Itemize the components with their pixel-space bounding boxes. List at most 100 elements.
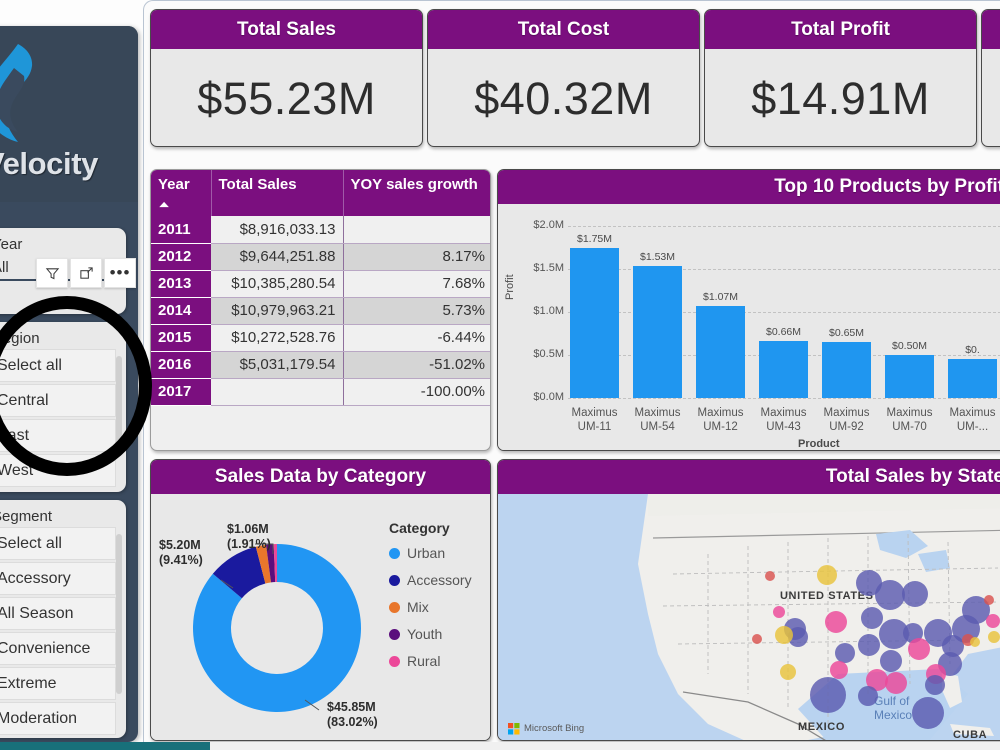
- visual-top-products-by-profit[interactable]: Top 10 Products by Profit Profit $0.0M $0…: [497, 169, 1000, 451]
- map-data-bubble[interactable]: [752, 634, 762, 644]
- map-data-bubble[interactable]: [866, 669, 888, 691]
- table-body[interactable]: 2011 $8,916,033.13 2012 $9,644,251.88 8.17% 2…: [151, 216, 490, 406]
- legend-item-accessory[interactable]: Accessory: [389, 572, 472, 588]
- map-data-bubble[interactable]: [988, 631, 1000, 643]
- table-col-header-total-sales[interactable]: Total Sales: [211, 170, 344, 216]
- region-item-central[interactable]: Central: [0, 384, 116, 417]
- visual-sales-data-by-category[interactable]: Sales Data by Category Category Urban Acc…: [150, 459, 491, 741]
- table-cell-total-sales: $10,385,280.54: [211, 270, 344, 298]
- map-plot-area[interactable]: UNITED STATES MEXICO CUBA Gulf of Mexico …: [498, 494, 1000, 740]
- map-data-bubble[interactable]: [925, 675, 945, 695]
- map-data-bubble[interactable]: [773, 606, 785, 618]
- segment-item-convenience[interactable]: Convenience: [0, 632, 116, 665]
- slicer-segment-list[interactable]: Select all Accessory All Season Convenience…: [0, 527, 126, 735]
- donut-slice-urban[interactable]: [193, 544, 361, 712]
- region-item-east[interactable]: East: [0, 419, 116, 452]
- bar[interactable]: [822, 342, 871, 398]
- map-data-bubble[interactable]: [858, 686, 878, 706]
- map-data-bubble[interactable]: [861, 607, 883, 629]
- kpi-title: Total Cost: [428, 10, 699, 49]
- visual-hover-toolbar[interactable]: •••: [36, 258, 136, 288]
- table-col-header-year[interactable]: Year: [151, 170, 212, 216]
- legend-item-youth[interactable]: Youth: [389, 626, 472, 642]
- slicer-region[interactable]: Region Select all Central East West: [0, 322, 126, 492]
- more-options-icon[interactable]: •••: [104, 258, 136, 288]
- donut-slice-rural[interactable]: [273, 544, 277, 583]
- table-col-header-yoy-sales-growth[interactable]: YOY sales growth: [343, 170, 490, 216]
- legend-color-swatch: [389, 655, 400, 667]
- left-navigation-panel: Velocity Year All Region Select allCentr…: [0, 26, 138, 742]
- donut-chart[interactable]: [177, 530, 377, 726]
- x-axis-tick-label: Maximus UM-92: [823, 407, 870, 433]
- table-cell-yoy-growth: -100.00%: [343, 378, 490, 406]
- table-row[interactable]: 2013 $10,385,280.54 7.68%: [151, 270, 490, 298]
- table-cell-total-sales: $9,644,251.88: [211, 243, 344, 271]
- table-row[interactable]: 2011 $8,916,033.13: [151, 216, 490, 244]
- bar[interactable]: [759, 341, 808, 398]
- donut-callout-accessory: $5.20M (9.41%): [159, 538, 203, 567]
- bar[interactable]: [696, 305, 745, 398]
- kpi-card-total-sales[interactable]: Total Sales $55.23M: [150, 9, 423, 147]
- slicer-region-list[interactable]: Select all Central East West: [0, 349, 126, 487]
- map-data-bubble[interactable]: [902, 581, 928, 607]
- table-row[interactable]: 2015 $10,272,528.76 -6.44%: [151, 324, 490, 352]
- map-data-bubble[interactable]: [885, 672, 907, 694]
- map-data-bubble[interactable]: [912, 697, 944, 729]
- legend-item-urban[interactable]: Urban: [389, 545, 472, 561]
- map-data-bubble[interactable]: [880, 650, 902, 672]
- segment-item-moderation[interactable]: Moderation: [0, 702, 116, 735]
- slicer-segment-scrollbar[interactable]: [116, 534, 122, 694]
- table-cell-total-sales: $8,916,033.13: [211, 216, 344, 244]
- map-data-bubble[interactable]: [817, 565, 837, 585]
- map-data-bubble[interactable]: [835, 643, 855, 663]
- donut-chart-plot-area[interactable]: Category Urban Accessory Mix Youth Rural $1.…: [151, 494, 490, 740]
- donut-slice-accessory[interactable]: [212, 546, 266, 599]
- map-data-bubble[interactable]: [970, 637, 980, 647]
- table-cell-yoy-growth: 5.73%: [343, 297, 490, 325]
- visual-sales-by-year-table[interactable]: Year Total Sales YOY sales growth 2011 $8,9…: [150, 169, 491, 451]
- slicer-segment[interactable]: Segment Select all Accessory All Season Con…: [0, 500, 126, 738]
- kpi-card-offscreen[interactable]: [981, 9, 1000, 147]
- segment-item-select-all[interactable]: Select all: [0, 527, 116, 560]
- legend-item-mix[interactable]: Mix: [389, 599, 472, 615]
- donut-legend[interactable]: Category Urban Accessory Mix Youth Rural: [389, 520, 472, 680]
- table-row[interactable]: 2017 -100.00%: [151, 378, 490, 406]
- legend-item-rural[interactable]: Rural: [389, 653, 472, 669]
- table-row[interactable]: 2016 $5,031,179.54 -51.02%: [151, 351, 490, 379]
- focus-mode-icon[interactable]: [70, 258, 102, 288]
- map-data-bubble[interactable]: [942, 635, 964, 657]
- bar[interactable]: [948, 359, 997, 398]
- map-data-bubble[interactable]: [825, 611, 847, 633]
- map-data-bubble[interactable]: [788, 627, 808, 647]
- table-row[interactable]: 2014 $10,979,963.21 5.73%: [151, 297, 490, 325]
- map-data-bubble[interactable]: [858, 634, 880, 656]
- table-header-row[interactable]: Year Total Sales YOY sales growth: [151, 170, 490, 216]
- kpi-card-total-cost[interactable]: Total Cost $40.32M: [427, 9, 700, 147]
- slicer-region-scrollbar[interactable]: [116, 356, 122, 448]
- map-data-bubble[interactable]: [830, 661, 848, 679]
- map-data-bubble[interactable]: [765, 571, 775, 581]
- bar-chart-plot-area[interactable]: Profit $0.0M $0.5M $1.0M $1.5M $2.0M $1.75M Ma…: [498, 204, 1000, 450]
- visual-total-sales-by-state[interactable]: Total Sales by State UNITED STATES MEXIC…: [497, 459, 1000, 741]
- bing-attribution-label: Microsoft Bing: [524, 722, 585, 734]
- map-data-bubble[interactable]: [875, 580, 905, 610]
- segment-item-accessory[interactable]: Accessory: [0, 562, 116, 595]
- map-data-bubble[interactable]: [986, 614, 1000, 628]
- map-data-bubble[interactable]: [775, 626, 793, 644]
- kpi-card-total-profit[interactable]: Total Profit $14.91M: [704, 9, 977, 147]
- bar[interactable]: [570, 247, 619, 398]
- map-data-bubble[interactable]: [780, 664, 796, 680]
- map-data-bubble[interactable]: [984, 595, 994, 605]
- segment-item-all-season[interactable]: All Season: [0, 597, 116, 630]
- map-data-bubble[interactable]: [810, 677, 846, 713]
- map-data-bubble[interactable]: [908, 638, 930, 660]
- bar[interactable]: [633, 266, 682, 398]
- region-item-west[interactable]: West: [0, 454, 116, 487]
- filter-funnel-icon[interactable]: [36, 258, 68, 288]
- donut-slice-mix[interactable]: [255, 544, 272, 584]
- table-row[interactable]: 2012 $9,644,251.88 8.17%: [151, 243, 490, 271]
- segment-item-extreme[interactable]: Extreme: [0, 667, 116, 700]
- sales-by-year-table[interactable]: Year Total Sales YOY sales growth 2011 $8,9…: [151, 170, 490, 406]
- bar[interactable]: [885, 355, 934, 398]
- region-item-select-all[interactable]: Select all: [0, 349, 116, 382]
